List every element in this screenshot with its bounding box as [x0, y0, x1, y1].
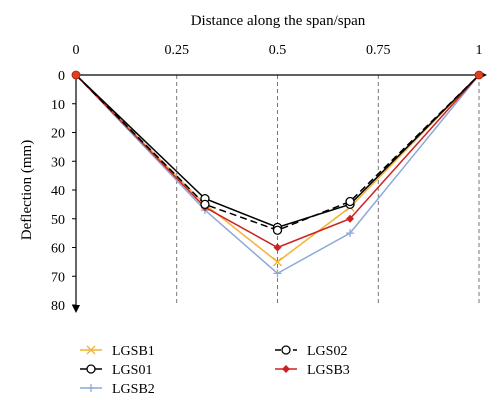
support-point-0 — [71, 70, 81, 80]
y-tick-label-0: 0 — [58, 69, 65, 84]
support-point-1 — [474, 70, 484, 80]
legend-item-lgs01: LGS01 — [80, 363, 152, 378]
y-axis-title: Deflection (mm) — [19, 140, 35, 240]
x-tick-label-2: 0.5 — [269, 43, 287, 58]
y-tick-label-1: 10 — [51, 98, 65, 113]
legend-label-lgsb1: LGSB1 — [112, 344, 155, 359]
y-tick-label-8: 80 — [51, 299, 65, 314]
point-lgs02-3 — [345, 196, 355, 207]
legend-marker-lgsb2 — [87, 384, 95, 392]
legend: LGSB1 LGS02 LGS01 LGSB3 LGSB2 — [80, 344, 350, 397]
legend-label-lgs01: LGS01 — [112, 363, 152, 378]
grid-lines — [176, 75, 480, 305]
point-lgsb3-3 — [346, 214, 355, 223]
point-lgs02-2 — [272, 225, 283, 235]
legend-marker-lgsb3 — [282, 365, 290, 373]
legend-item-lgsb1: LGSB1 — [80, 344, 155, 359]
axes — [72, 71, 487, 313]
y-tick-label-3: 30 — [51, 155, 65, 170]
legend-label-lgs02: LGS02 — [307, 344, 347, 359]
series-lgs02 — [75, 74, 480, 235]
legend-marker-lgs01 — [86, 364, 96, 374]
x-tick-label-1: 0.25 — [165, 43, 190, 58]
x-axis-title: Distance along the span/span — [191, 13, 366, 29]
legend-marker-lgs02 — [281, 345, 291, 355]
x-tick-label-0: 0 — [73, 43, 80, 58]
legend-item-lgs02: LGS02 — [275, 344, 347, 359]
y-tick-label-6: 60 — [51, 242, 65, 257]
y-axis-arrow — [72, 305, 80, 313]
legend-marker-lgsb1 — [86, 345, 96, 355]
point-lgsb2-2 — [273, 269, 282, 278]
series-lgsb3 — [75, 74, 480, 252]
x-tick-label-4: 1 — [476, 43, 483, 58]
point-lgsb1-2 — [273, 257, 282, 267]
y-tick-label-7: 70 — [51, 270, 65, 285]
legend-label-lgsb3: LGSB3 — [307, 363, 350, 378]
x-tick-label-3: 0.75 — [366, 43, 391, 58]
y-tick-label-5: 50 — [51, 213, 65, 228]
legend-item-lgsb3: LGSB3 — [275, 363, 350, 378]
point-lgs02-1 — [200, 199, 210, 210]
legend-label-lgsb2: LGSB2 — [112, 382, 155, 397]
series-lines — [71, 70, 484, 278]
legend-item-lgsb2: LGSB2 — [80, 382, 155, 397]
y-tick-label-4: 40 — [51, 184, 65, 199]
y-tick-label-2: 20 — [51, 127, 65, 142]
point-lgsb3-2 — [273, 243, 282, 252]
point-lgsb2-3 — [346, 229, 355, 238]
